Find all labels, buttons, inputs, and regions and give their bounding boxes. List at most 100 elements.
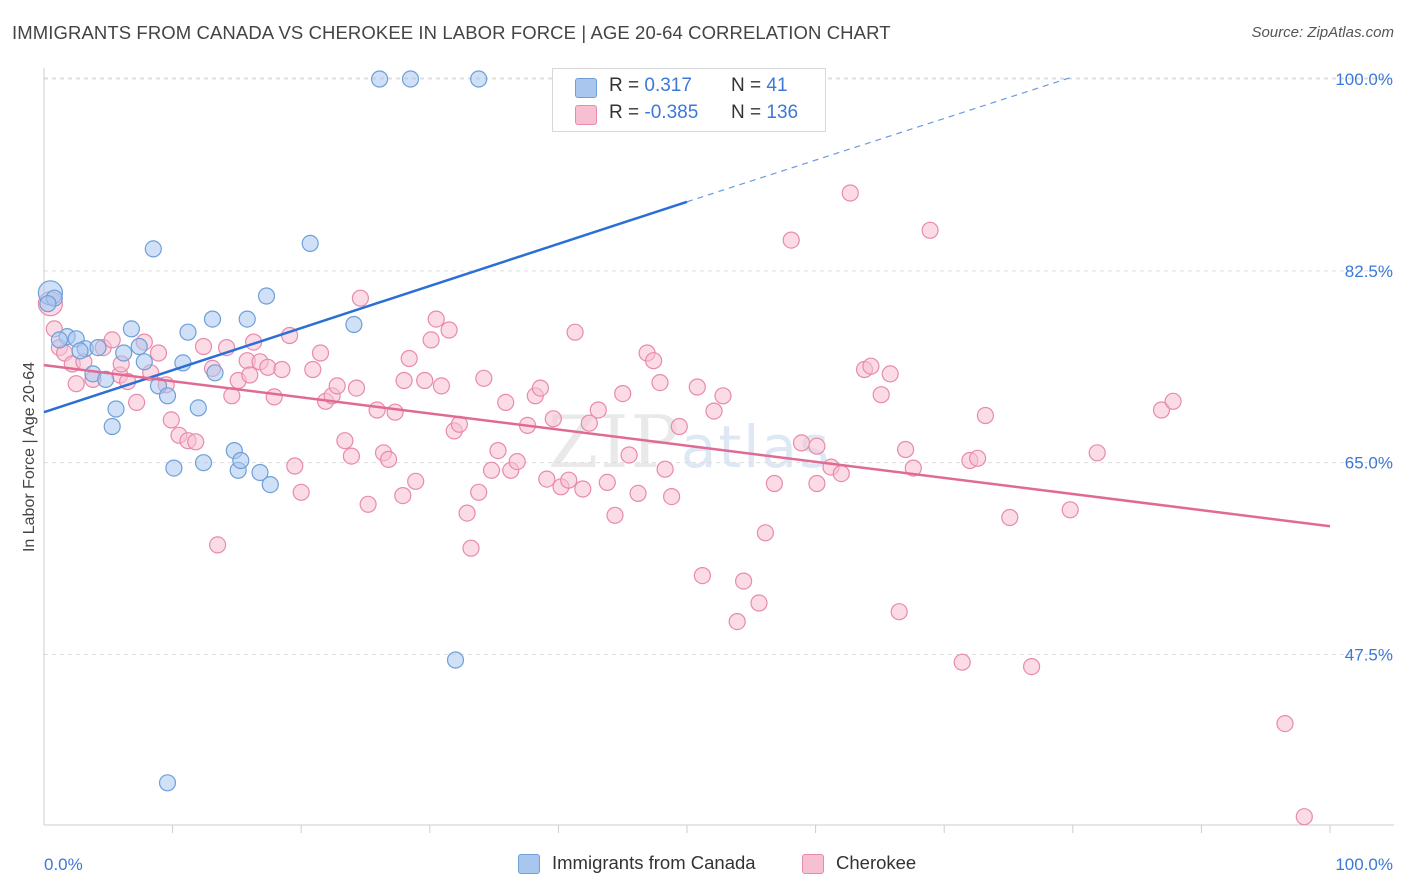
legend-r-label: R =	[609, 75, 640, 96]
source-label: Source: ZipAtlas.com	[1251, 24, 1394, 41]
cherokee-point	[750, 594, 768, 612]
cherokee-point	[734, 572, 753, 590]
x-tick-label: 0.0%	[44, 855, 83, 874]
canada-point	[371, 70, 389, 88]
cherokee-point	[644, 352, 663, 370]
correlation-legend: R = 0.317 N = 41 R = -0.385 N = 136	[552, 68, 826, 132]
cherokee-point	[259, 358, 277, 376]
canada-point	[345, 315, 363, 334]
legend-n-label: N =	[731, 75, 762, 96]
chart-title: IMMIGRANTS FROM CANADA VS CHEROKEE IN LA…	[12, 22, 891, 43]
axes	[43, 68, 1394, 833]
cherokee-point	[580, 414, 598, 432]
canada-point	[50, 331, 69, 349]
canada-legend-label: Immigrants from Canada	[552, 852, 756, 873]
y-axis-title: In Labor Force | Age 20-64	[21, 362, 38, 552]
legend-r-value: 0.317	[644, 75, 692, 96]
cherokee-point	[497, 393, 515, 411]
canada-point	[89, 339, 107, 357]
cherokee-point	[808, 474, 826, 493]
cherokee-point	[598, 473, 616, 491]
cherokee-point	[792, 434, 811, 452]
cherokee-point	[620, 446, 638, 464]
canada-swatch	[575, 78, 597, 98]
x-tick-label: 100.0%	[1335, 855, 1393, 874]
y-tick-label: 47.5%	[1345, 646, 1393, 665]
cherokee-point	[614, 385, 632, 403]
cherokee-point	[629, 484, 647, 502]
canada-point	[39, 295, 57, 313]
cherokee-point	[380, 450, 398, 468]
cherokee-point	[808, 437, 826, 455]
cherokee-point	[440, 321, 458, 339]
cherokee-point	[574, 480, 592, 498]
cherokee-point	[862, 357, 880, 375]
cherokee-point	[688, 378, 706, 396]
cherokee-points	[37, 70, 1313, 826]
cherokee-point	[1276, 714, 1294, 733]
canada-point	[206, 364, 224, 382]
cherokee-point	[1152, 401, 1171, 419]
cherokee-point	[432, 377, 450, 395]
cherokee-swatch	[575, 105, 597, 125]
canada-point	[179, 323, 197, 341]
cherokee-point	[149, 344, 168, 362]
cherokee-point	[566, 323, 584, 341]
canada-point	[401, 70, 420, 88]
cherokee-point	[589, 401, 607, 419]
cherokee-point	[128, 393, 146, 411]
canada-point	[115, 344, 133, 362]
y-tick-label: 82.5%	[1345, 262, 1393, 281]
legend-r-label: R =	[609, 102, 640, 123]
canada-point	[144, 240, 162, 258]
cherokee-point	[953, 653, 971, 671]
cherokee-point	[560, 471, 578, 489]
cherokee-point	[651, 374, 669, 392]
cherokee-point	[1022, 657, 1041, 676]
tick-labels: 100.0% 82.5% 65.0% 47.5% 0.0% 100.0% In Labor …	[21, 70, 1393, 874]
cherokee-point	[662, 488, 681, 506]
cherokee-point	[194, 337, 213, 356]
canada-point	[135, 353, 153, 371]
canada-point	[130, 337, 148, 356]
canada-point	[71, 342, 89, 360]
cherokee-point	[400, 349, 418, 368]
cherokee-point	[756, 524, 775, 542]
cherokee-trend-line	[43, 363, 1331, 528]
cherokee-point	[904, 459, 922, 477]
cherokee-point	[782, 231, 800, 249]
y-tick-label: 100.0%	[1335, 70, 1393, 89]
cherokee-point	[872, 386, 890, 404]
canada-point	[301, 234, 319, 252]
cherokee-point	[544, 410, 562, 428]
canada-points	[37, 70, 488, 792]
cherokee-point	[368, 401, 386, 419]
canada-point	[103, 417, 121, 436]
canada-point	[107, 400, 125, 418]
legend-n-label: N =	[731, 102, 762, 123]
cherokee-point	[359, 495, 377, 513]
cherokee-point	[458, 504, 476, 522]
legend-r-value: -0.385	[644, 102, 699, 123]
trend-lines	[43, 76, 1331, 528]
canada-point	[232, 451, 250, 470]
cherokee-point	[386, 403, 404, 421]
canada-point	[203, 310, 222, 328]
canada-point	[251, 463, 269, 482]
cherokee-point	[407, 472, 425, 490]
cherokee-swatch	[802, 854, 824, 874]
cherokee-point	[728, 612, 746, 631]
cherokee-point	[162, 411, 180, 429]
cherokee-point	[311, 344, 330, 362]
canada-trend-extension	[686, 76, 1073, 203]
cherokee-point	[462, 539, 480, 557]
cherokee-point	[832, 465, 850, 483]
cherokee-point	[714, 387, 732, 405]
cherokee-point	[427, 310, 445, 328]
canada-trend-line	[43, 200, 688, 414]
cherokee-point	[304, 360, 322, 379]
cherokee-point	[422, 331, 440, 349]
legend-n-value: 136	[766, 102, 799, 123]
canada-swatch	[518, 854, 540, 874]
cherokee-point	[890, 603, 908, 621]
